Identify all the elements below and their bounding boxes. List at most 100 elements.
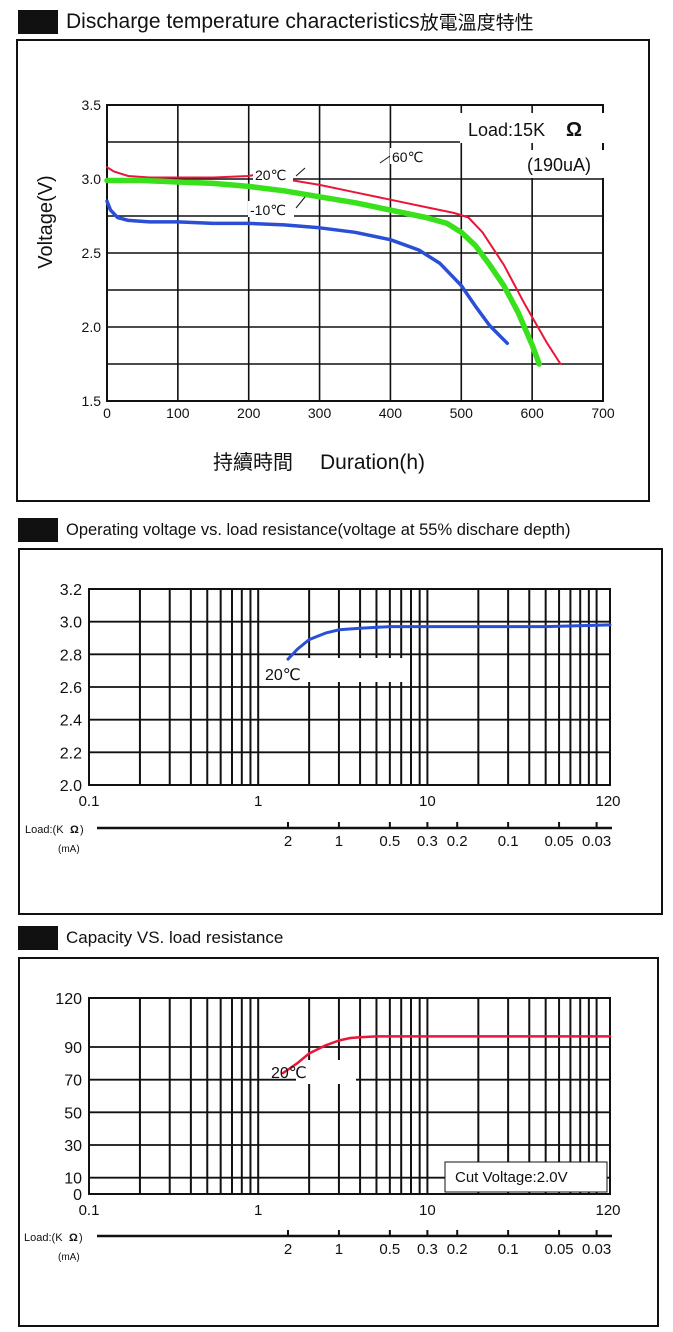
chart2-y-tick-label: 2.0 bbox=[60, 778, 82, 795]
chart3-y-tick-label: 30 bbox=[64, 1138, 82, 1155]
chart3-x-tick-label: 10 bbox=[419, 1202, 436, 1219]
chart3-y-tick-label: 50 bbox=[64, 1105, 82, 1122]
chart1-series-line bbox=[105, 199, 510, 346]
pointer-minus10c bbox=[295, 196, 306, 209]
chart2-load-ohm: Ω bbox=[70, 824, 79, 836]
chart3-load-tick-label: 0.2 bbox=[447, 1241, 468, 1258]
header-square-icon bbox=[18, 518, 58, 542]
chart2-load-label: Load:(K bbox=[25, 824, 64, 836]
cut-voltage-label: Cut Voltage:2.0V bbox=[455, 1169, 568, 1186]
chart2-y-tick-label: 3.2 bbox=[60, 582, 82, 599]
load-label: Load:15K bbox=[468, 120, 545, 140]
chart3-plot-border bbox=[88, 997, 611, 1195]
chart2-series-line bbox=[286, 623, 612, 661]
chart3-frame bbox=[18, 957, 659, 1327]
cut-voltage-box bbox=[444, 1161, 608, 1193]
chart3-series-line bbox=[281, 1035, 612, 1075]
header-square-icon bbox=[18, 926, 58, 950]
chart2-load-tick-label: 2 bbox=[284, 833, 292, 850]
chart2-y-tick-label: 3.0 bbox=[60, 615, 82, 632]
chart3-load-tick-label: 0.3 bbox=[417, 1241, 438, 1258]
chart3-x-tick-label: 1 bbox=[254, 1202, 262, 1219]
chart3-x-tick-label: 120 bbox=[595, 1202, 620, 1219]
chart2-load-close: ) bbox=[80, 824, 84, 836]
chart1-title: Discharge temperature characteristics bbox=[66, 9, 420, 33]
chart1-x-tick-label: 600 bbox=[520, 405, 544, 421]
chart1-x-tick-label: 200 bbox=[237, 405, 261, 421]
chart3-load-tick-label: 0.03 bbox=[582, 1241, 611, 1258]
chart2-load-tick-label: 0.2 bbox=[447, 833, 468, 850]
chart3-header: Capacity VS. load resistance bbox=[18, 926, 283, 950]
chart3-y-tick-label: 90 bbox=[64, 1040, 82, 1057]
chart1-y-tick-label: 2.0 bbox=[82, 319, 102, 335]
chart2-ma-label: (mA) bbox=[58, 844, 80, 855]
chart1-x-tick-label: 400 bbox=[379, 405, 403, 421]
chart3-y-tick-label: 70 bbox=[64, 1073, 82, 1090]
chart3-x-tick-label: 0.1 bbox=[79, 1202, 100, 1219]
chart3-load-tick-label: 0.5 bbox=[379, 1241, 400, 1258]
chart2-plot-border bbox=[88, 588, 611, 786]
chart3-y-tick-label: 120 bbox=[55, 991, 82, 1008]
chart3-y-tick-label: 10 bbox=[64, 1171, 82, 1188]
chart2-y-tick-label: 2.4 bbox=[60, 713, 82, 730]
chart2-y-tick-label: 2.6 bbox=[60, 680, 82, 697]
label-bg bbox=[253, 166, 293, 182]
chart1-x-tick-label: 100 bbox=[166, 405, 190, 421]
chart1-series-line bbox=[106, 166, 562, 365]
chart2-y-tick-label: 2.8 bbox=[60, 647, 82, 664]
chart2-frame bbox=[18, 548, 663, 915]
chart1-x-tick-label: 500 bbox=[450, 405, 474, 421]
series-label-60c: 60℃ bbox=[392, 149, 423, 165]
header-square-icon bbox=[18, 9, 58, 34]
chart3-series-label: 20℃ bbox=[271, 1065, 307, 1082]
chart2-load-tick-label: 0.05 bbox=[544, 833, 573, 850]
chart3-ma-label: (mA) bbox=[58, 1252, 80, 1263]
chart2-title: Operating voltage vs. load resistance(vo… bbox=[66, 520, 571, 539]
chart3-load-close: ) bbox=[79, 1232, 83, 1244]
chart3-label-gap bbox=[296, 1060, 356, 1084]
chart2-load-tick-label: 0.3 bbox=[417, 833, 438, 850]
chart2-y-tick-label: 2.2 bbox=[60, 745, 82, 762]
ohm-symbol: Ω bbox=[566, 119, 582, 141]
chart2-load-tick-label: 0.1 bbox=[498, 833, 519, 850]
chart1-y-axis-label: Voltage(V) bbox=[35, 175, 57, 268]
chart1-x-axis-label: Duration(h) bbox=[320, 451, 425, 474]
chart2-header: Operating voltage vs. load resistance(vo… bbox=[18, 518, 570, 542]
chart2-x-tick-label: 0.1 bbox=[79, 793, 100, 810]
chart2-series-label: 20℃ bbox=[265, 667, 301, 684]
load-box bbox=[460, 113, 605, 143]
chart3-load-tick-label: 0.05 bbox=[544, 1241, 573, 1258]
chart3-load-label: Load:(K bbox=[24, 1232, 63, 1244]
chart1-x-tick-label: 0 bbox=[103, 405, 111, 421]
label-bg bbox=[248, 201, 294, 217]
series-label-20c: 20℃ bbox=[255, 167, 286, 183]
chart2-x-tick-label: 120 bbox=[595, 793, 620, 810]
label-bg bbox=[390, 148, 430, 164]
chart2-load-tick-label: 0.5 bbox=[379, 833, 400, 850]
current-label: (190uA) bbox=[527, 155, 591, 175]
chart3-load-tick-label: 0.1 bbox=[498, 1241, 519, 1258]
chart1-y-tick-label: 2.5 bbox=[82, 245, 102, 261]
chart1-title-cjk: 放電溫度特性 bbox=[419, 13, 534, 34]
chart1-header: Discharge temperature characteristics 放電… bbox=[18, 8, 534, 35]
chart1-y-tick-label: 1.5 bbox=[82, 393, 102, 409]
pointer-60c bbox=[379, 155, 391, 164]
chart1-frame bbox=[16, 39, 650, 502]
chart2-label-gap bbox=[300, 658, 406, 682]
chart1-plot-border bbox=[106, 104, 604, 402]
chart3-title: Capacity VS. load resistance bbox=[66, 928, 284, 947]
chart1-x-axis-label-cjk: 持續時間 bbox=[213, 451, 293, 474]
chart3-load-tick-label: 2 bbox=[284, 1241, 292, 1258]
chart1-x-tick-label: 700 bbox=[591, 405, 615, 421]
chart1-series-line bbox=[104, 177, 542, 367]
series-label-minus10c: -10℃ bbox=[250, 202, 286, 218]
chart2-x-tick-label: 1 bbox=[254, 793, 262, 810]
current-box bbox=[526, 150, 606, 178]
chart1-y-tick-label: 3.0 bbox=[82, 171, 102, 187]
chart3-load-ohm: Ω bbox=[69, 1232, 78, 1244]
pointer-20c bbox=[295, 167, 306, 177]
chart2-load-tick-label: 0.03 bbox=[582, 833, 611, 850]
chart3-load-tick-label: 1 bbox=[335, 1241, 343, 1258]
chart2-load-tick-label: 1 bbox=[335, 833, 343, 850]
